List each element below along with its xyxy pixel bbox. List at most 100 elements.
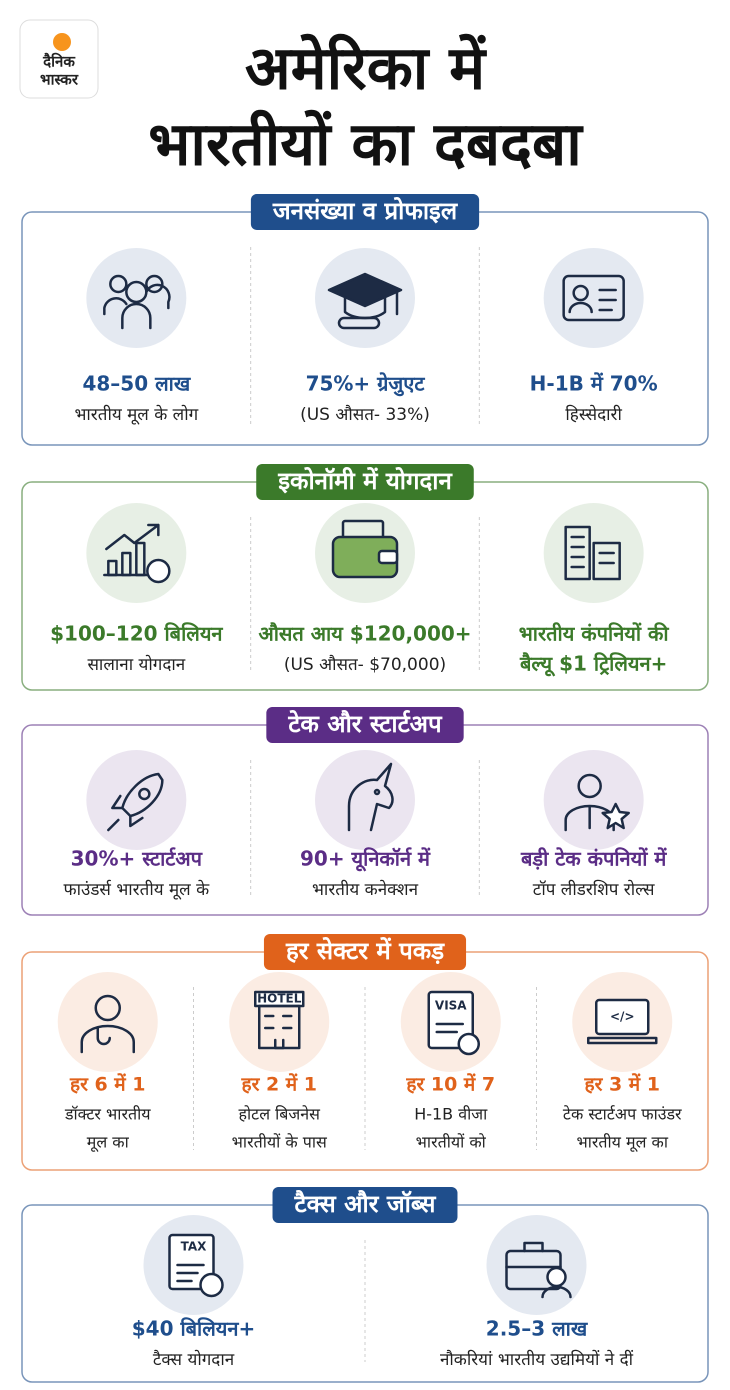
icon-part: [562, 274, 625, 322]
item-text: हिस्सेदारी: [565, 404, 622, 425]
icon-bg: [229, 972, 330, 1072]
section-heading: इकोनॉमी में योगदान: [277, 467, 453, 495]
icon-part: [435, 1022, 464, 1034]
icon-part: [577, 773, 602, 799]
section-heading-bg: [256, 464, 474, 500]
icon-part: [457, 1032, 480, 1056]
icon-part: [601, 802, 630, 830]
icon-part: [80, 1024, 135, 1054]
icon-bg: [486, 1215, 587, 1315]
item-headline: हर 10 में 7: [405, 1073, 495, 1096]
icon-bg: [543, 750, 644, 850]
item-text: फाउंडर्स भारतीय मूल के: [64, 879, 211, 900]
icon-text: TAX: [181, 1240, 208, 1254]
icon-part: [377, 549, 399, 565]
item-headline: 2.5–3 लाख: [486, 1317, 589, 1341]
icon-part: [595, 998, 650, 1036]
icon-text: HOTEL: [257, 992, 302, 1006]
icon: [80, 994, 135, 1054]
icon-part: [199, 1272, 224, 1298]
item-headline: 75%+ ग्रेजुएट: [306, 372, 426, 397]
icon-part: [541, 1285, 572, 1299]
item-headline: औसत आय $120,000+: [258, 622, 471, 646]
item-headline: बड़ी टेक कंपनियों में: [520, 847, 667, 871]
icon-part: [427, 990, 474, 1050]
icon-part: [105, 523, 160, 551]
item-text: नौकरियां भारतीय उद्यमियों ने दीं: [440, 1349, 634, 1370]
section-heading-bg: [272, 1187, 458, 1223]
icon-text: </>: [610, 1010, 635, 1024]
section-heading-bg: [266, 707, 464, 743]
item-text: टेक स्टार्टअप फाउंडर: [563, 1105, 682, 1124]
item-text: होटल बिजनेस: [239, 1105, 322, 1124]
icon-part: [564, 525, 591, 581]
item-headline: हर 2 में 1: [240, 1073, 317, 1096]
icon-part: [146, 558, 171, 584]
section-heading: टेक और स्टार्टअप: [287, 710, 443, 738]
item-headline: हर 3 में 1: [583, 1073, 660, 1096]
logo-text: भास्कर: [40, 71, 79, 89]
icon-part: [109, 274, 128, 294]
item-headline: 48–50 लाख: [82, 372, 191, 396]
icon-part: [135, 541, 146, 577]
item-text: (US औसत- 33%): [300, 404, 430, 425]
item-text: भारतीयों के पास: [232, 1133, 328, 1152]
item-text: H-1B वीजा: [414, 1105, 488, 1124]
icon: HOTEL: [254, 990, 305, 1050]
icon-part: [176, 1263, 205, 1283]
icon: [327, 272, 403, 330]
icon-bg: [543, 248, 644, 348]
icon-bg: [86, 248, 187, 348]
item-text: डॉक्टर भारतीय: [64, 1105, 151, 1124]
section-heading-bg: [263, 934, 467, 970]
icon-part: [103, 283, 171, 330]
section-heading-bg: [250, 194, 480, 230]
icon-part: [546, 1266, 567, 1288]
item-text: टैक्स योगदान: [153, 1349, 235, 1370]
icon-bg: [57, 972, 158, 1072]
section-heading: जनसंख्या व प्रोफाइल: [272, 197, 459, 225]
item-headline: H-1B में 70%: [530, 372, 658, 396]
item-headline: 90+ यूनिकॉर्न में: [300, 847, 431, 872]
icon-part: [264, 1014, 293, 1050]
icon-part: [373, 788, 381, 796]
icon: [505, 1241, 572, 1299]
item-text: भारतीय कनेक्शन: [312, 879, 419, 900]
icon-part: [327, 272, 403, 308]
item-headline: भारतीय कंपनियों की: [519, 622, 670, 646]
icon-part: [592, 541, 621, 581]
item-text: मूल का: [87, 1133, 130, 1153]
icon-part: [572, 284, 589, 302]
item-headline: $40 बिलियन+: [132, 1317, 256, 1341]
item-text: भारतीय मूल का: [576, 1133, 668, 1153]
icon-bg: [315, 750, 415, 850]
icon: </>: [587, 998, 658, 1045]
icon-part: [505, 1241, 562, 1269]
section-heading: टैक्स और जॉब्स: [294, 1190, 437, 1218]
icon: VISA: [427, 990, 480, 1056]
icon: [107, 772, 164, 832]
logo-text: दैनिक: [42, 53, 76, 71]
icon: [103, 523, 171, 584]
icon: [564, 773, 630, 832]
icon-part: [121, 551, 132, 577]
icon-part: [138, 787, 151, 801]
item-headline: बैल्यू $1 ट्रिलियन+: [519, 652, 667, 677]
icon-part: [107, 794, 144, 832]
logo-sun: [53, 33, 71, 51]
icon: TAX: [168, 1233, 224, 1298]
title: भारतीयों का दबदबा: [148, 110, 584, 180]
icon: [103, 274, 171, 330]
icon: [347, 762, 394, 832]
icon-part: [587, 1036, 658, 1045]
item-headline: $100–120 बिलियन: [50, 622, 223, 646]
icon-text: VISA: [435, 999, 467, 1013]
item-text: (US औसत- $70,000): [284, 654, 446, 675]
item-headline: हर 6 में 1: [69, 1073, 146, 1096]
item-text: सालाना योगदान: [87, 654, 185, 675]
logo-box: [19, 19, 99, 99]
icon-part: [94, 994, 121, 1022]
icon-part: [145, 274, 164, 294]
